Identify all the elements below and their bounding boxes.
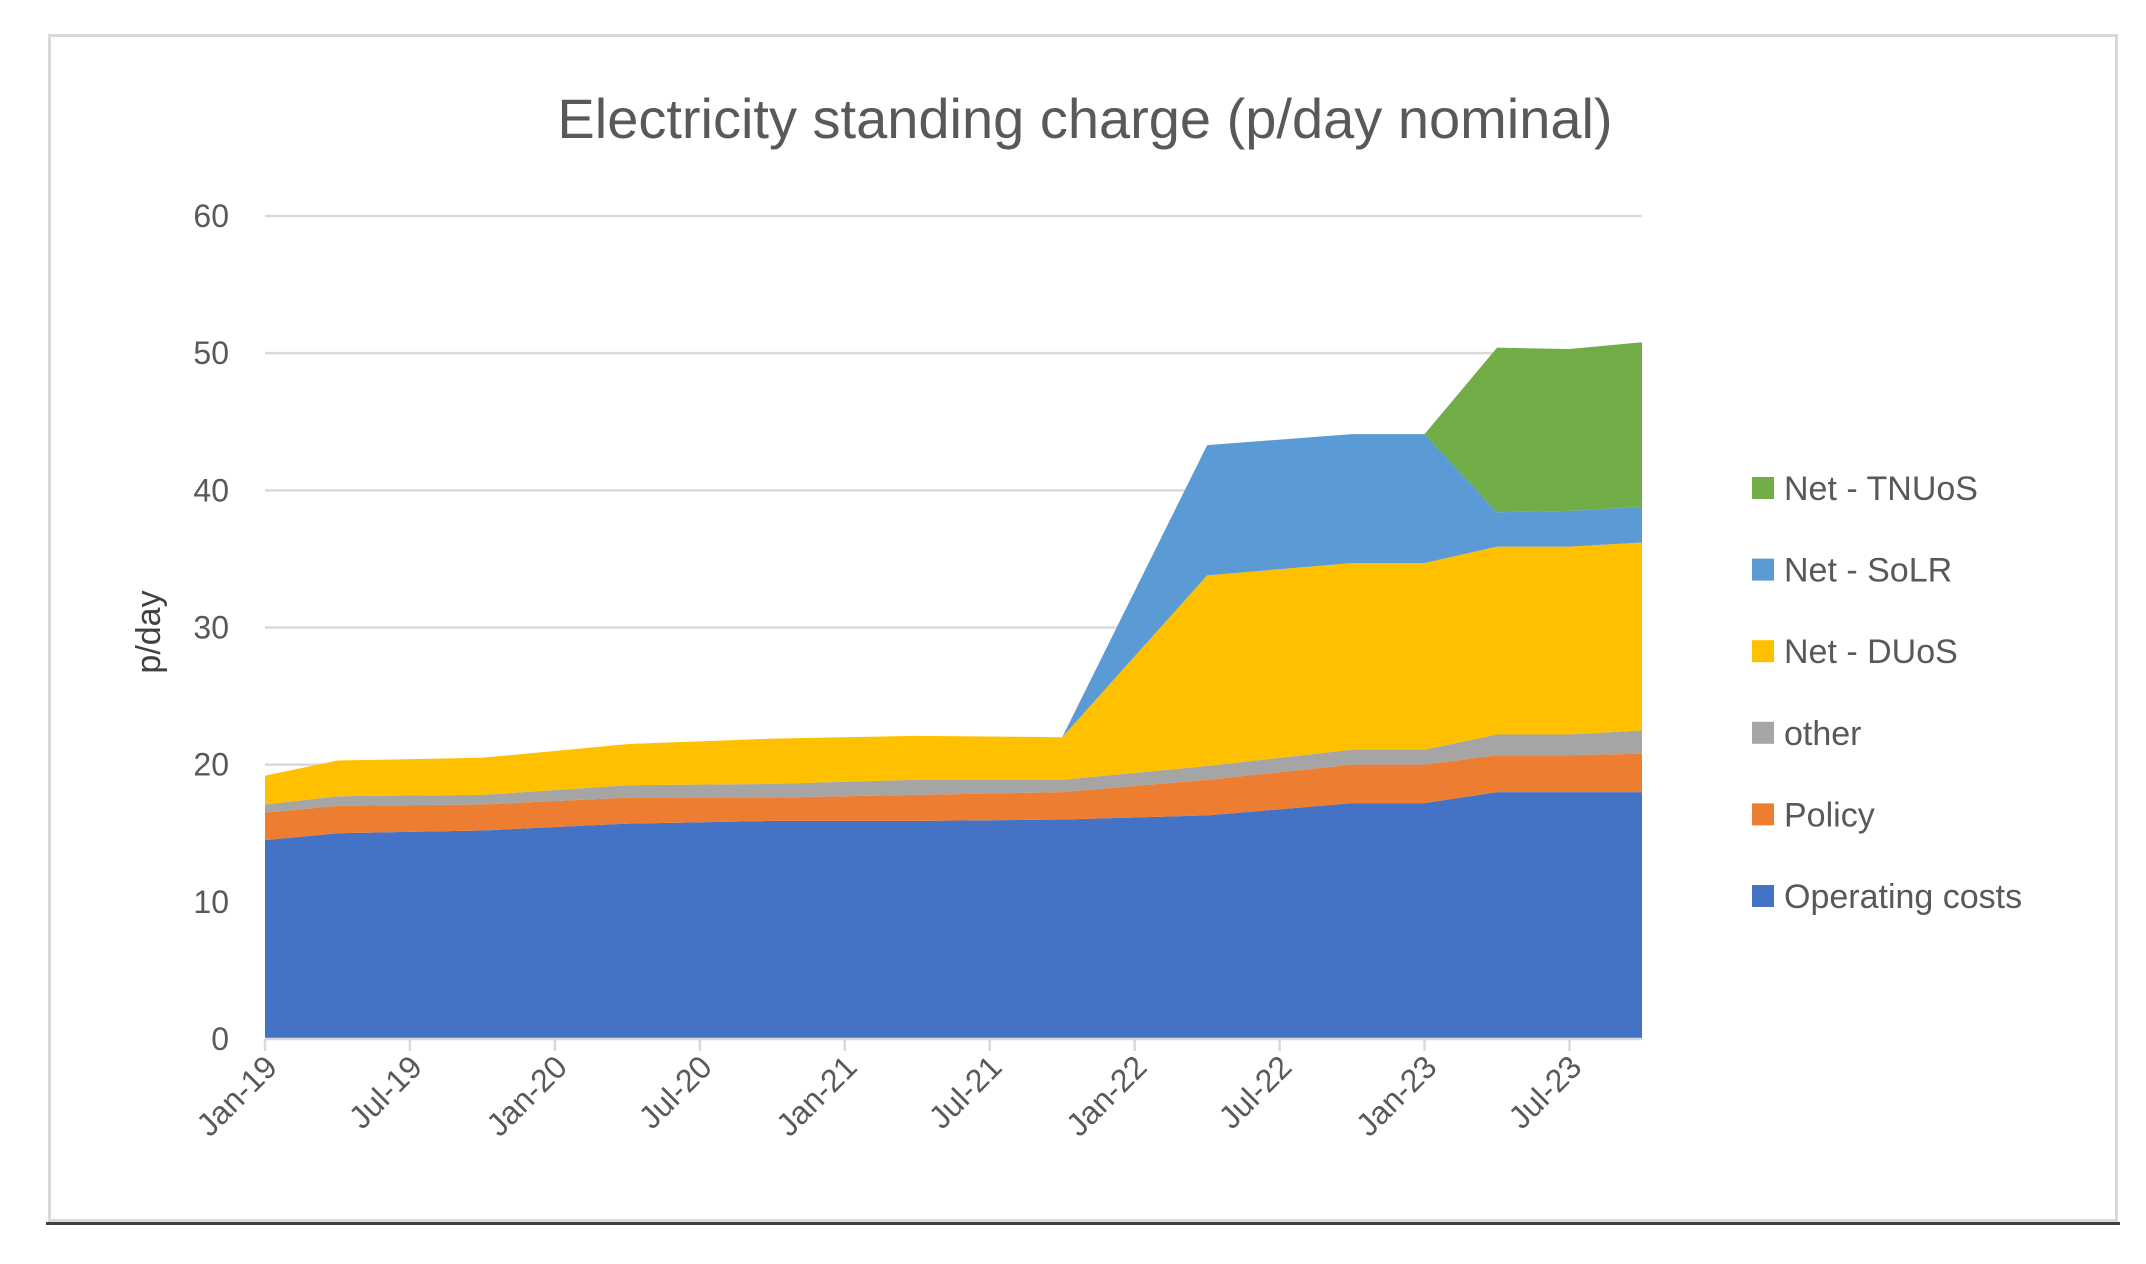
y-axis-title: p/day (130, 590, 168, 673)
legend-swatch (1752, 885, 1774, 907)
area-series-policy (265, 753, 1642, 841)
x-tick-label: Jan-20 (479, 1048, 574, 1143)
legend-item-net-solr[interactable]: Net - SoLR (1752, 552, 1952, 590)
area-series-net-duos (265, 542, 1642, 805)
area-series-net-tnuos (265, 342, 1642, 776)
y-tick-label: 20 (193, 747, 229, 783)
legend-item-policy[interactable]: Policy (1752, 796, 1875, 834)
legend-item-net-tnuos[interactable]: Net - TNUoS (1752, 470, 1978, 508)
x-tick-label: Jul-21 (922, 1048, 1009, 1135)
legend-label: Operating costs (1784, 878, 2022, 916)
legend-item-operating-costs[interactable]: Operating costs (1752, 878, 2022, 916)
legend-label: Net - DUoS (1784, 633, 1958, 671)
legend-label: Net - TNUoS (1784, 470, 1978, 508)
bottom-rule (46, 1222, 2120, 1225)
y-tick-label: 0 (211, 1021, 229, 1057)
legend-swatch (1752, 477, 1774, 499)
x-tick-label: Jul-22 (1211, 1048, 1298, 1135)
legend-swatch (1752, 640, 1774, 663)
x-tick-label: Jan-23 (1349, 1048, 1444, 1143)
y-tick-label: 30 (193, 610, 229, 646)
legend-label: other (1784, 715, 1862, 753)
x-tick-label: Jan-19 (189, 1048, 284, 1143)
legend-item-net-duos[interactable]: Net - DUoS (1752, 633, 1958, 671)
legend-item-other[interactable]: other (1752, 715, 1862, 753)
x-tick-label: Jan-22 (1059, 1048, 1154, 1143)
x-axis: Jan-19 Jul-19 Jan-20 Jul-20 Jan-21 Jul-21 Jan-… (189, 1037, 1642, 1143)
x-tick-label: Jul-20 (632, 1048, 719, 1135)
legend-swatch (1752, 558, 1774, 581)
y-tick-label: 10 (193, 884, 229, 920)
legend[interactable]: Net - TNUoS Net - SoLR Net - DUoS other Poli… (1752, 470, 2022, 916)
x-tick-label: Jul-23 (1501, 1048, 1588, 1135)
legend-swatch (1752, 803, 1774, 826)
y-tick-label: 40 (193, 472, 229, 508)
legend-swatch (1752, 721, 1774, 744)
area-series-operating-costs (265, 792, 1642, 1039)
y-tick-label: 50 (193, 335, 229, 371)
legend-label: Policy (1784, 796, 1875, 834)
area-series-other (265, 730, 1642, 813)
y-axis-ticks: 0 10 20 30 40 50 60 (193, 198, 229, 1057)
x-tick-label: Jan-21 (769, 1048, 864, 1143)
x-tick-label: Jul-19 (342, 1048, 429, 1135)
legend-label: Net - SoLR (1784, 552, 1952, 590)
area-series-net-solr (265, 434, 1642, 776)
series-areas (265, 342, 1642, 1039)
y-tick-label: 60 (193, 198, 229, 234)
chart-title: Electricity standing charge (p/day nomin… (557, 87, 1612, 150)
